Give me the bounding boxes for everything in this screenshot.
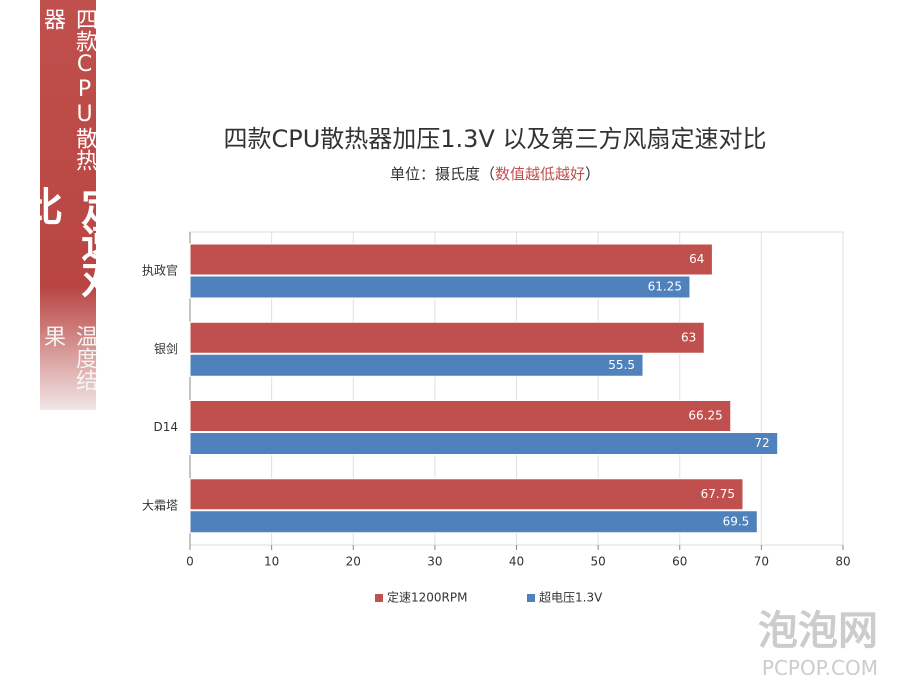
value-label: 72 (754, 436, 769, 450)
value-label: 63 (681, 330, 696, 344)
value-label: 55.5 (608, 358, 635, 372)
bar (189, 400, 732, 432)
x-tick-label: 30 (427, 555, 442, 569)
legend-swatch (527, 594, 535, 602)
bar (189, 243, 713, 276)
bar (189, 478, 744, 511)
legend-swatch (375, 594, 383, 602)
chart-subtitle: 单位：摄氏度（数值越低越好） (390, 165, 600, 183)
x-tick-label: 20 (346, 555, 361, 569)
value-label: 66.25 (688, 409, 722, 423)
value-label: 69.5 (723, 514, 750, 528)
watermark-site: PCPOP.COM (761, 656, 878, 675)
chart-title: 四款CPU散热器加压1.3V 以及第三方风扇定速对比 (223, 125, 766, 153)
value-label: 61.25 (648, 280, 682, 294)
y-tick-label: 大霜塔 (142, 498, 178, 512)
legend-label: 超电压1.3V (539, 590, 603, 605)
y-tick-label: 执政官 (142, 263, 178, 278)
y-tick-label: D14 (153, 420, 178, 434)
banner-text: 温度结果 (40, 325, 97, 392)
x-tick-label: 10 (264, 555, 279, 569)
subtitle-highlight: 数值越低越好 (495, 165, 585, 183)
subtitle-part: ） (585, 165, 600, 183)
bar (189, 321, 705, 354)
banner-text: 定速对比 (16, 186, 120, 295)
value-label: 67.75 (701, 487, 735, 501)
bar (189, 510, 758, 534)
banner-text: 四款CPU散热器 (40, 8, 97, 171)
bar (189, 275, 691, 299)
x-tick-label: 40 (509, 555, 524, 569)
x-tick-label: 80 (835, 555, 850, 569)
bar (189, 353, 644, 377)
bar (189, 432, 779, 455)
subtitle-part: 单位：摄氏度（ (390, 165, 495, 183)
value-label: 64 (689, 252, 704, 266)
legend-label: 定速1200RPM (387, 590, 467, 605)
x-tick-label: 60 (672, 555, 687, 569)
x-tick-label: 50 (590, 555, 605, 569)
x-tick-label: 0 (186, 555, 194, 569)
y-tick-label: 银剑 (154, 341, 178, 356)
watermark: 泡泡网 PCPOP.COM (758, 598, 878, 675)
watermark-name: 泡泡网 (758, 608, 878, 654)
side-banner: 四款CPU散热器 定速对比 温度结果 (16, 0, 120, 410)
x-tick-label: 70 (754, 555, 769, 569)
